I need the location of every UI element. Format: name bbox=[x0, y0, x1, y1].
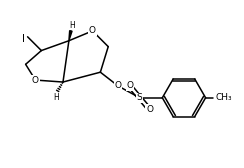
Text: S: S bbox=[137, 93, 142, 102]
Text: CH₃: CH₃ bbox=[215, 93, 232, 102]
Text: O: O bbox=[126, 81, 133, 90]
Text: O: O bbox=[115, 81, 122, 90]
Text: I: I bbox=[22, 34, 25, 44]
Text: H: H bbox=[53, 93, 59, 102]
Text: O: O bbox=[89, 26, 96, 35]
Polygon shape bbox=[69, 31, 72, 41]
Text: H: H bbox=[69, 21, 75, 30]
Text: O: O bbox=[32, 76, 39, 85]
Text: O: O bbox=[146, 105, 153, 114]
